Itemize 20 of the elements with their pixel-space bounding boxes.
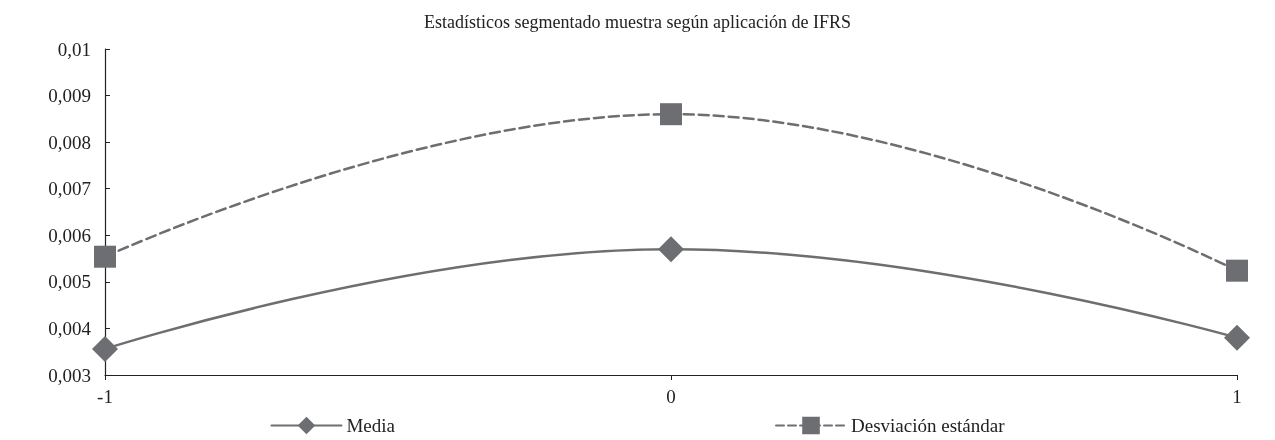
point — [658, 236, 684, 263]
point — [1226, 259, 1248, 282]
point — [1224, 324, 1250, 351]
legend-label: Media — [346, 415, 396, 436]
point — [94, 245, 116, 268]
y-tick-label: 0,008 — [48, 131, 91, 153]
x-tick-label: -1 — [97, 386, 113, 407]
y-tick-label: 0,004 — [48, 317, 92, 339]
y-tick-label: 0,003 — [48, 364, 91, 386]
chart-title: Estadísticos segmentado muestra según aplicación de IFRS — [424, 12, 851, 32]
legend-label: Desviación estándar — [851, 415, 1006, 436]
y-tick-label: 0,01 — [57, 38, 91, 60]
y-tick-label: 0,007 — [48, 178, 91, 200]
y-tick-label: 0,005 — [48, 271, 91, 293]
x-tick-label: 1 — [1232, 386, 1242, 407]
x-tick-label: 0 — [666, 386, 676, 407]
y-tick-label: 0,006 — [48, 224, 91, 246]
point — [92, 335, 118, 362]
point — [660, 103, 682, 126]
y-tick-label: 0,009 — [48, 85, 91, 107]
